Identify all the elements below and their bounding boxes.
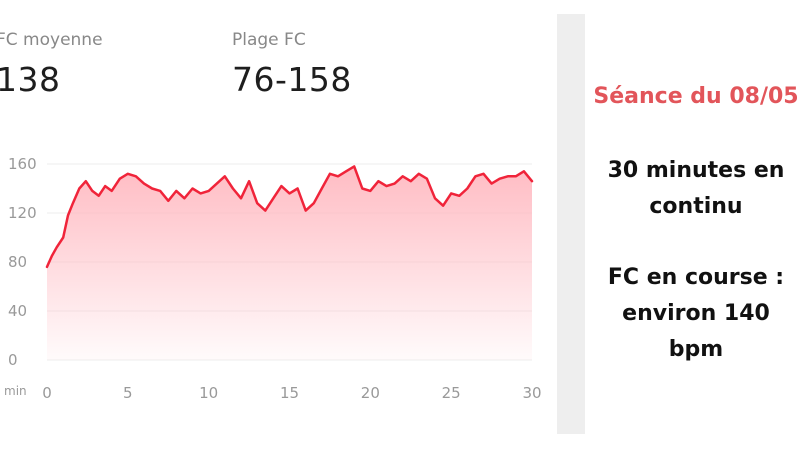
heart-rate-line xyxy=(45,165,534,269)
x-tick-label: 20 xyxy=(361,384,380,402)
x-axis-label: min xyxy=(4,384,27,398)
heart-rate-chart: 0 40 80 120 160 0 5 10 15 20 25 30 min xyxy=(4,155,542,402)
divider-bar xyxy=(557,14,585,434)
avg-hr-value: 138 xyxy=(0,60,61,99)
x-tick-label: 25 xyxy=(442,384,461,402)
y-tick-label: 0 xyxy=(8,351,18,369)
x-tick-label: 0 xyxy=(42,384,52,402)
hr-range-stat: Plage FC 76-158 xyxy=(232,30,352,99)
x-tick-label: 5 xyxy=(123,384,133,402)
y-tick-label: 120 xyxy=(8,204,37,222)
duration-note-line-1: 30 minutes en xyxy=(607,158,785,183)
hr-note: FC en course : environ 140 bpm xyxy=(592,260,800,368)
y-tick-label: 80 xyxy=(8,253,27,271)
duration-note-line-2: continu xyxy=(649,194,743,219)
hr-range-label: Plage FC xyxy=(232,30,306,50)
x-tick-label: 15 xyxy=(280,384,299,402)
hr-note-line-1: FC en course : xyxy=(607,265,785,290)
avg-hr-label: FC moyenne xyxy=(0,30,103,50)
y-tick-label: 40 xyxy=(8,302,27,320)
x-tick-label: 10 xyxy=(199,384,218,402)
x-tick-label: 30 xyxy=(522,384,541,402)
heart-rate-area xyxy=(47,166,532,360)
hr-range-value: 76-158 xyxy=(232,60,352,99)
avg-hr-stat: FC moyenne 138 xyxy=(0,30,103,99)
y-tick-label: 160 xyxy=(8,155,37,173)
session-title: Séance du 08/05 xyxy=(593,84,799,109)
hr-note-line-2: environ 140 bpm xyxy=(622,301,770,362)
duration-note: 30 minutes en continu xyxy=(592,153,800,225)
